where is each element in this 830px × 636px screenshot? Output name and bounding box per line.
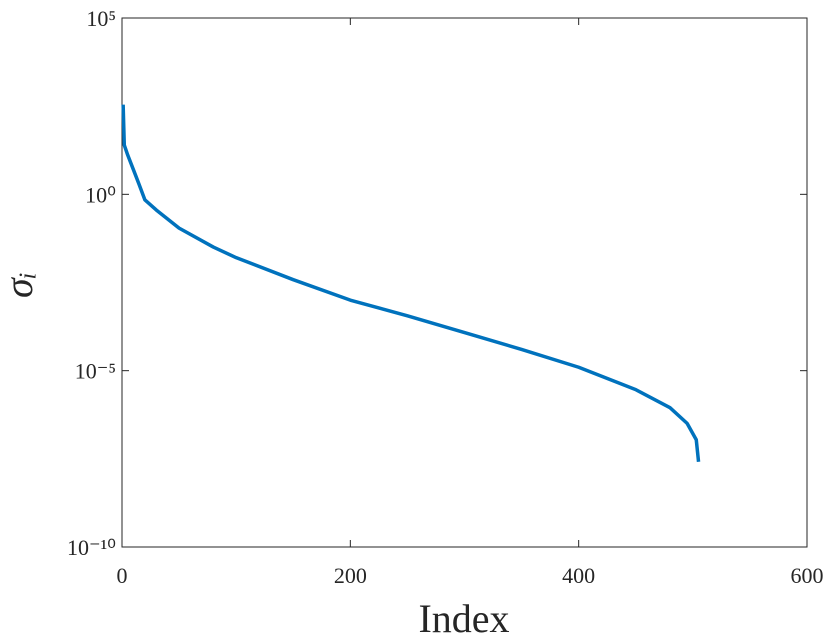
x-axis-label: Index bbox=[418, 596, 509, 636]
y-tick-label: 10⁰ bbox=[85, 182, 116, 207]
y-tick-label: 10⁻¹⁰ bbox=[67, 535, 116, 560]
y-axis-label: σᵢ bbox=[0, 272, 41, 298]
axes-box bbox=[121, 17, 808, 548]
y-tick-label: 10⁵ bbox=[86, 6, 116, 31]
y-tick-label: 10⁻⁵ bbox=[75, 359, 116, 384]
line bbox=[121, 104, 701, 463]
x-tick-label: 400 bbox=[562, 563, 595, 588]
x-tick-label: 0 bbox=[117, 563, 128, 588]
x-tick-label: 600 bbox=[791, 563, 824, 588]
x-tick-label: 200 bbox=[334, 563, 367, 588]
